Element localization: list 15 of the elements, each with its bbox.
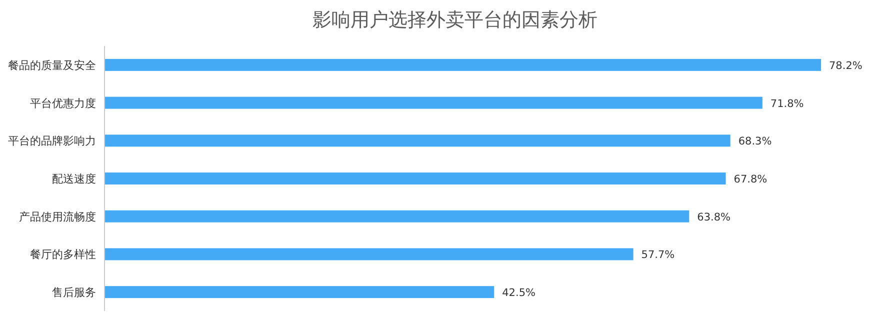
data-label: 67.8%	[734, 174, 768, 186]
category-label: 平台优惠力度	[30, 96, 96, 110]
category-label: 餐品的质量及安全	[8, 58, 96, 72]
category-label: 售后服务	[52, 286, 96, 300]
data-label: 68.3%	[738, 136, 772, 148]
title: 影响用户选择外卖平台的因素分析	[312, 9, 598, 31]
data-label: 57.7%	[641, 249, 675, 262]
category-label: 产品使用流畅度	[19, 210, 96, 224]
category-label: 平台的品牌影响力	[8, 134, 96, 148]
category-label: 配送速度	[52, 172, 96, 186]
data-label: 78.2%	[829, 60, 862, 72]
data-label: 42.5%	[502, 287, 536, 300]
data-label: 63.8%	[697, 211, 731, 224]
data-label: 71.8%	[770, 98, 804, 110]
category-label: 餐厅的多样性	[30, 248, 96, 262]
